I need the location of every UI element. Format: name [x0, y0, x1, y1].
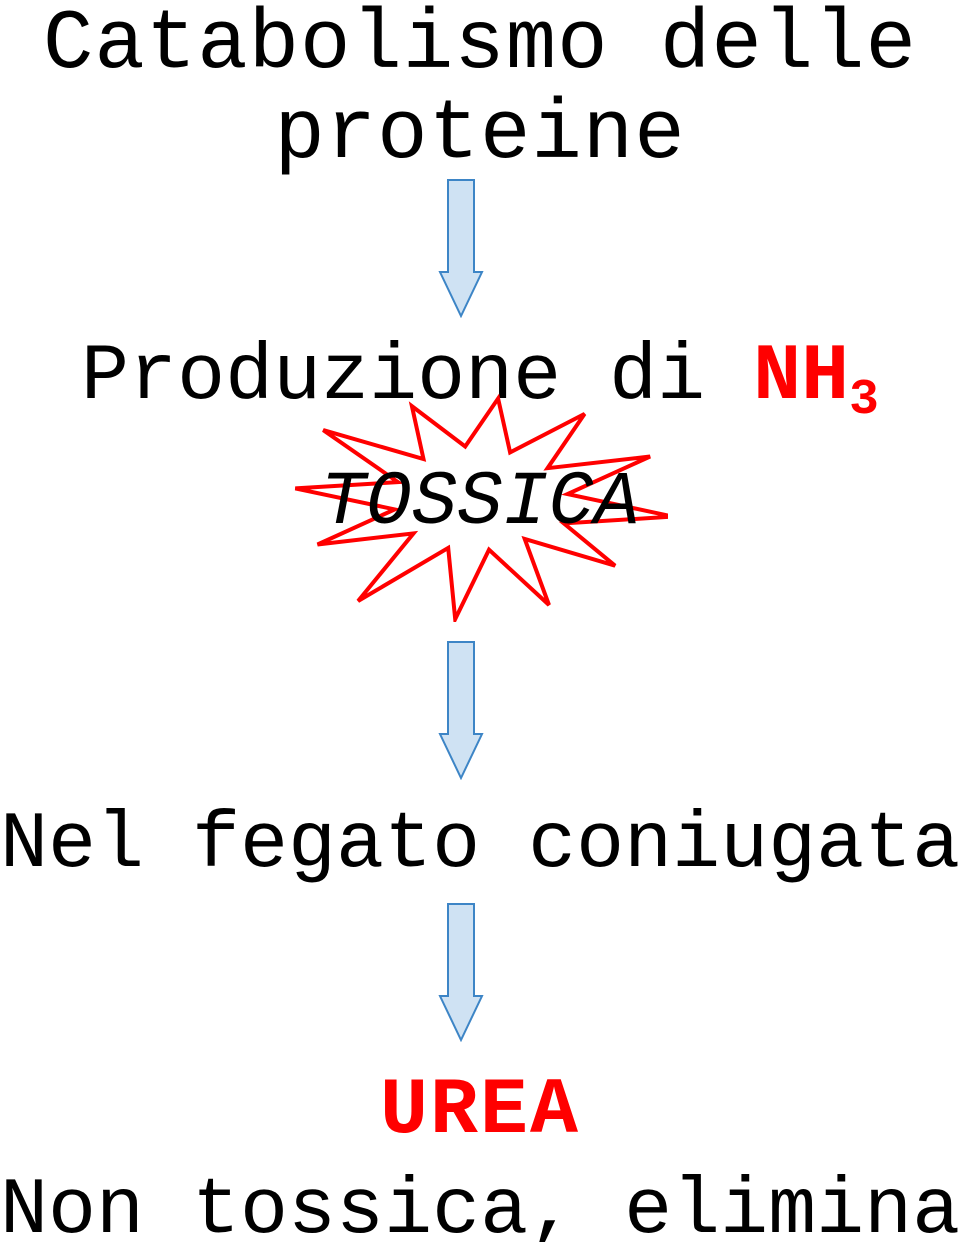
urea-label: UREA — [0, 1066, 960, 1157]
step2-prefix: Nel fegato coniugata con — [0, 800, 960, 891]
footer-line: Non tossica, eliminata dal rene — [0, 1172, 960, 1242]
diagram-stage: Catabolismo delle proteine Produzione di… — [0, 0, 960, 1242]
arrow-1 — [438, 178, 484, 318]
title-line2: proteine — [0, 94, 960, 178]
step1-mol: NH3 — [753, 332, 879, 423]
title-line1: Catabolismo delle — [0, 4, 960, 88]
arrow-2 — [438, 640, 484, 780]
step2-line: Nel fegato coniugata con CO2 — [0, 806, 960, 886]
tossica-label: TOSSICA — [0, 460, 960, 546]
arrow-3 — [438, 902, 484, 1042]
